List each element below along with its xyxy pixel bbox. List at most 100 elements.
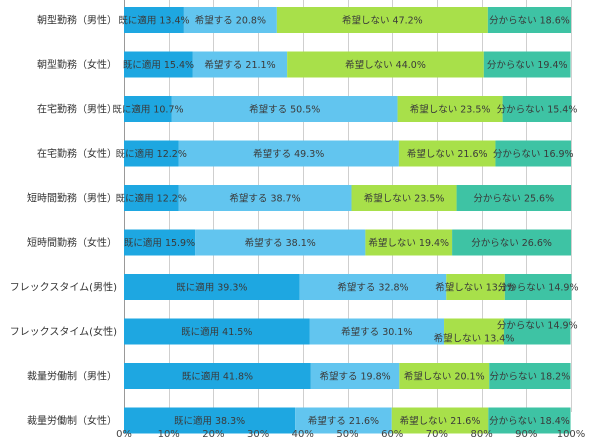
bar-segment	[502, 96, 572, 122]
data-label: 分からない 18.6%	[489, 16, 570, 27]
bar-segment	[309, 318, 445, 345]
category-label: フレックスタイム(女性)	[10, 325, 117, 338]
bar-segment	[178, 140, 399, 167]
bar-segment	[310, 363, 400, 389]
category-label: 短時間勤務（女性）	[27, 236, 117, 249]
data-label: 分からない 19.4%	[487, 60, 568, 71]
data-label: 既に適用 10.7%	[112, 104, 183, 116]
bar-segment	[124, 96, 172, 122]
data-label: 既に適用 12.2%	[116, 148, 187, 160]
x-tick-label: 90%	[515, 429, 537, 440]
data-label: 希望しない 47.2%	[342, 15, 423, 27]
x-tick-label: 60%	[381, 429, 403, 440]
data-label: 希望する 32.8%	[337, 282, 408, 294]
bar-segment	[124, 363, 311, 389]
bar-segment	[487, 7, 571, 33]
bar-segment	[398, 140, 496, 167]
category-label: 裁量労働制（女性）	[27, 414, 117, 427]
x-tick-label: 40%	[292, 429, 314, 440]
data-label: 既に適用 41.5%	[181, 326, 252, 338]
data-label: 希望する 19.8%	[319, 371, 390, 383]
data-label: 希望する 38.1%	[245, 237, 316, 249]
bar-segment	[124, 274, 300, 300]
bar-segment	[391, 407, 489, 434]
bar-segment	[456, 185, 571, 211]
data-label: 希望する 30.1%	[341, 326, 412, 338]
bar-segment	[195, 229, 366, 256]
category-label: 朝型勤務（男性）	[37, 14, 117, 27]
bar-segment	[124, 140, 179, 167]
bar-segment	[178, 185, 352, 211]
data-label: 希望する 49.3%	[253, 148, 324, 160]
x-tick-label: 50%	[336, 429, 358, 440]
data-label: 既に適用 12.2%	[116, 193, 187, 205]
data-label: 希望しない 44.0%	[345, 59, 426, 71]
data-label: 希望する 21.6%	[308, 415, 379, 427]
data-label: 希望しない 13.4%	[434, 333, 515, 345]
bar-segment	[124, 51, 193, 78]
data-label: 分からない 14.9%	[498, 283, 579, 294]
data-label: 希望しない 23.5%	[410, 104, 491, 116]
bar-segment	[287, 51, 484, 78]
category-label: 短時間勤務（男性）	[27, 192, 117, 205]
bar-segment	[124, 229, 196, 256]
data-label: 分からない 18.4%	[489, 416, 570, 427]
data-label: 既に適用 13.4%	[118, 15, 189, 27]
data-label: 希望しない 19.4%	[368, 237, 449, 249]
bars-layer	[124, 7, 572, 434]
category-label: 在宅勤務（女性）	[37, 147, 117, 160]
x-tick-labels: 0% 10% 20% 30% 40% 50% 60% 70% 80% 90% 100%	[116, 429, 585, 440]
category-label: 在宅勤務（男性）	[37, 103, 117, 116]
bar-segment	[504, 274, 572, 300]
x-tick-label: 80%	[470, 429, 492, 440]
bar-segment	[365, 229, 453, 256]
bar-segment	[171, 96, 398, 122]
data-label: 希望する 21.1%	[204, 59, 275, 71]
bar-segment	[397, 96, 503, 122]
bar-segment	[446, 274, 505, 300]
x-tick-label: 20%	[202, 429, 224, 440]
x-tick-label: 0%	[116, 429, 132, 440]
category-label: 裁量労働制（男性）	[27, 370, 117, 383]
data-label: 希望する 38.7%	[229, 193, 300, 205]
x-tick-label: 10%	[158, 429, 180, 440]
bar-segment	[399, 363, 490, 389]
labels-layer: 既に適用 13.4% 希望する 20.8% 希望しない 47.2% 分からない 18.…	[112, 15, 578, 428]
data-label: 分からない 14.9%	[497, 321, 578, 332]
category-labels: 朝型勤務（男性） 朝型勤務（女性） 在宅勤務（男性） 在宅勤務（女性） 短時間勤務（男性…	[10, 14, 117, 428]
data-label: 希望しない 23.5%	[364, 193, 445, 205]
bar-segment	[503, 318, 571, 345]
data-label: 希望しない 21.6%	[407, 148, 488, 160]
data-label: 既に適用 38.3%	[174, 415, 245, 427]
bar-segment	[276, 7, 488, 33]
category-label: 朝型勤務（女性）	[37, 58, 117, 71]
x-tick-label: 30%	[247, 429, 269, 440]
bar-segment	[192, 51, 288, 78]
data-label: 既に適用 39.3%	[176, 282, 247, 294]
data-label: 分からない 26.6%	[471, 238, 552, 249]
bar-segment	[495, 140, 571, 167]
x-tick-label: 100%	[557, 429, 586, 440]
bar-segment	[124, 407, 296, 434]
data-label: 分からない 18.2%	[490, 372, 571, 383]
bar-segment	[124, 7, 184, 33]
data-label: 分からない 16.9%	[493, 149, 574, 160]
data-label: 希望する 20.8%	[195, 15, 266, 27]
data-label: 分からない 25.6%	[473, 194, 554, 205]
bar-segment	[452, 229, 571, 256]
bar-segment	[488, 407, 571, 434]
bar-segment	[444, 318, 504, 345]
bar-segment	[299, 274, 447, 300]
bar-segment	[489, 363, 571, 389]
data-label: 希望しない 21.6%	[400, 415, 481, 427]
data-label: 希望しない 13.1%	[435, 282, 516, 294]
data-label: 分からない 15.4%	[497, 105, 578, 116]
data-label: 既に適用 15.4%	[123, 59, 194, 71]
bar-segment	[183, 7, 277, 33]
category-label: フレックスタイム(男性)	[10, 281, 117, 294]
data-label: 既に適用 15.9%	[124, 237, 195, 249]
data-label: 希望しない 20.1%	[404, 371, 485, 383]
bar-segment	[483, 51, 571, 78]
bar-segment	[124, 318, 310, 345]
